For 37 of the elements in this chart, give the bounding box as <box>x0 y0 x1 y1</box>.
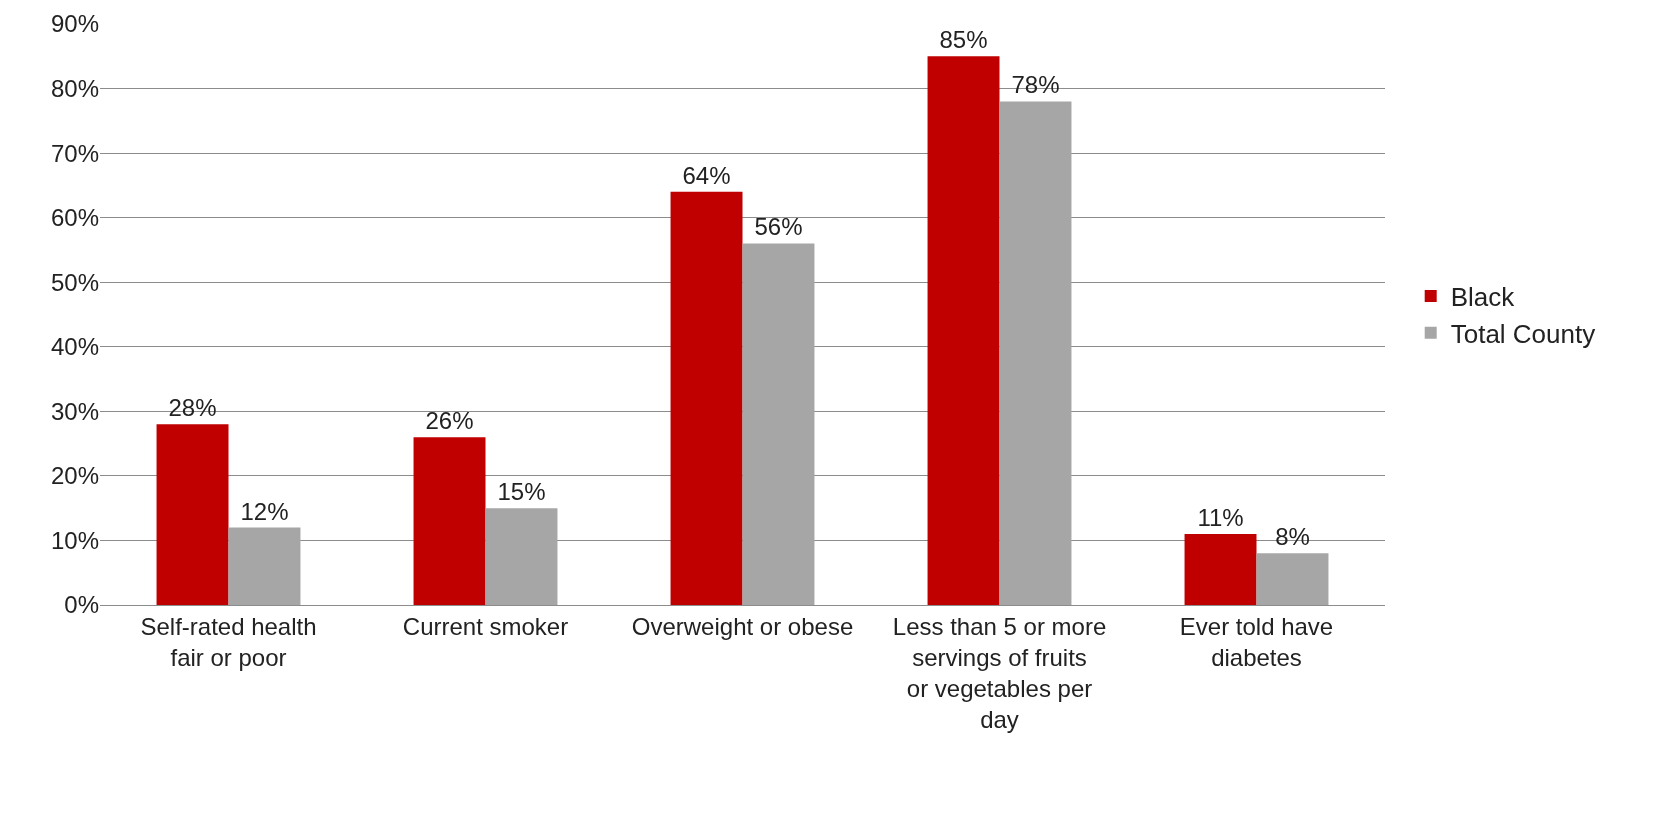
y-tick-label: 60% <box>50 204 99 232</box>
y-tick-label: 70% <box>50 139 99 167</box>
data-label: 8% <box>1275 523 1310 551</box>
y-tick-label: 90% <box>50 10 99 38</box>
legend-label: Black <box>1450 282 1516 313</box>
bar <box>156 424 229 605</box>
data-label: 85% <box>939 26 988 54</box>
y-tick-label: 0% <box>64 591 99 619</box>
bar <box>1184 533 1257 605</box>
y-tick-label: 20% <box>50 462 99 490</box>
x-tick-label: Self-rated health fair or poor <box>140 612 317 671</box>
bar <box>742 243 815 605</box>
data-label: 15% <box>497 478 546 506</box>
bar <box>485 508 558 605</box>
y-tick-label: 10% <box>50 526 99 554</box>
data-label: 12% <box>240 497 289 525</box>
y-tick-label: 80% <box>50 74 99 102</box>
x-tick-label: Less than 5 or more servings of fruits or vegetables per day <box>892 612 1107 734</box>
x-tick-label: Current smoker <box>402 612 569 640</box>
data-label: 64% <box>682 161 731 189</box>
legend-label: Total County <box>1450 318 1596 349</box>
data-label: 28% <box>168 394 217 422</box>
bar <box>927 56 1000 605</box>
x-tick-label: Overweight or obese <box>631 612 854 640</box>
bar <box>228 527 301 605</box>
data-label: 78% <box>1011 71 1060 99</box>
data-label: 56% <box>754 213 803 241</box>
bar <box>1256 553 1329 605</box>
x-tick-label: Ever told have diabetes <box>1179 612 1334 671</box>
y-tick-label: 50% <box>50 268 99 296</box>
bar <box>413 437 486 605</box>
bar <box>670 191 743 605</box>
bar <box>999 101 1072 605</box>
data-label: 26% <box>425 407 474 435</box>
y-tick-label: 30% <box>50 397 99 425</box>
data-label: 11% <box>1197 503 1244 531</box>
y-tick-label: 40% <box>50 333 99 361</box>
